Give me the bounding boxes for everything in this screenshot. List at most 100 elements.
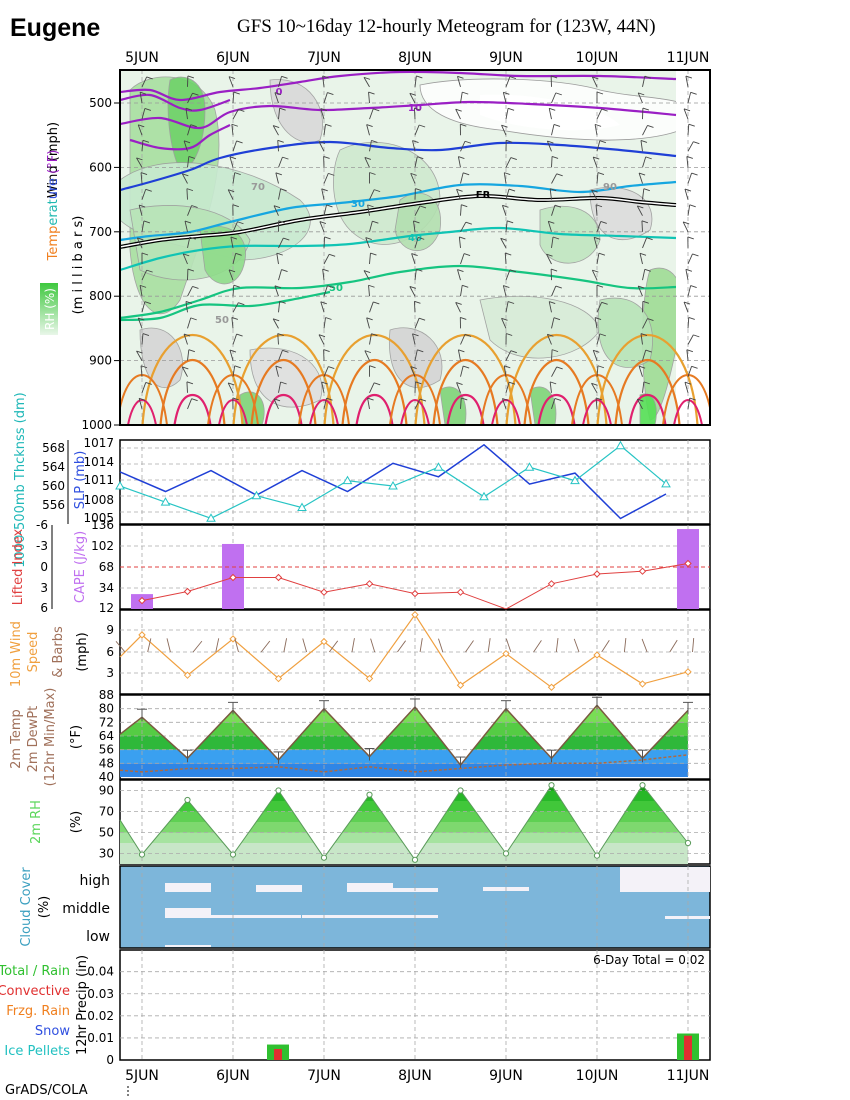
rh-contour xyxy=(199,225,246,285)
wind-barb xyxy=(412,140,416,152)
wind-barb xyxy=(642,381,645,393)
wind-barb xyxy=(464,334,472,337)
convective-bar xyxy=(684,1035,692,1060)
rh2m-unit: (%) xyxy=(69,811,84,834)
wind-barb xyxy=(594,317,602,320)
wind-barb xyxy=(551,317,555,329)
wind-barb xyxy=(503,172,507,184)
contour-label: 90 xyxy=(603,182,617,193)
wind-speed-point xyxy=(229,635,237,643)
wind-barb xyxy=(456,382,461,393)
rh2m-label: 2m RH xyxy=(29,800,44,844)
cloud-block xyxy=(665,916,710,919)
wind-barb xyxy=(593,349,600,353)
wind-barb xyxy=(277,333,284,336)
wind-barb xyxy=(502,398,509,401)
wind-barb xyxy=(325,317,332,320)
wind-barb xyxy=(136,157,143,161)
wind-barb xyxy=(623,638,627,653)
wind-barb xyxy=(278,188,282,200)
tick-label: 0.01 xyxy=(87,1031,114,1045)
cloud-block xyxy=(347,883,393,892)
wind-barb xyxy=(591,189,598,193)
wind-barb xyxy=(192,640,203,653)
wind-barb xyxy=(502,92,507,104)
wind-barb xyxy=(551,205,556,216)
wind-barb xyxy=(684,188,692,192)
wind-barb xyxy=(278,350,283,361)
wind-barb xyxy=(509,269,517,273)
lifted-index-point xyxy=(684,559,692,568)
cloud-block xyxy=(165,883,211,892)
wind-barb xyxy=(184,220,188,232)
tick-label: 500 xyxy=(89,96,112,110)
isotherm-line xyxy=(446,393,485,425)
wind-barb xyxy=(642,125,648,136)
wind-barb xyxy=(369,189,375,200)
temperature-label-part: Temp xyxy=(46,226,61,262)
wind-barb xyxy=(546,334,552,345)
wind-barb xyxy=(144,301,151,305)
wind-barbs-label: & Barbs xyxy=(51,626,66,678)
wind-barb xyxy=(551,236,554,248)
thickness-point xyxy=(115,481,125,490)
wind-barb xyxy=(141,382,147,393)
wind-barb xyxy=(231,123,238,127)
wind-barb xyxy=(595,204,603,208)
wind-barb xyxy=(505,220,508,232)
wind-barb xyxy=(351,638,355,653)
rh-point xyxy=(184,796,191,804)
contour-label: 40 xyxy=(408,233,422,244)
wind-barb xyxy=(636,205,643,216)
wind-barb xyxy=(277,140,279,152)
wind-barb xyxy=(366,124,370,136)
wind-barb xyxy=(549,301,556,304)
temp-band xyxy=(120,749,688,764)
wind-barb xyxy=(373,108,380,112)
wind-barb xyxy=(684,382,689,393)
wind-barb xyxy=(373,301,380,305)
wind-barb xyxy=(231,317,234,329)
wind-barb xyxy=(186,188,188,200)
wind-barb xyxy=(414,237,419,249)
wind-barb xyxy=(500,237,507,241)
wind-barb xyxy=(136,237,143,249)
wind-barb xyxy=(115,640,126,653)
wind-barb xyxy=(460,334,466,345)
wind-barb xyxy=(323,366,329,377)
wind-barb xyxy=(166,638,171,653)
wind-barb xyxy=(320,108,327,112)
isotherm-line xyxy=(159,358,226,425)
isotherm-line xyxy=(523,358,590,425)
wind-barb xyxy=(642,156,647,168)
cloud-block xyxy=(256,885,302,892)
wind-barb xyxy=(371,333,378,337)
wind-barb xyxy=(187,398,193,410)
wind-barb xyxy=(549,188,552,200)
wind-speed-point xyxy=(593,651,601,659)
lifted-index-point xyxy=(365,580,374,588)
wind-barb xyxy=(146,269,153,273)
thickness-point xyxy=(570,475,580,485)
wind-barb xyxy=(273,318,280,322)
wind-barb xyxy=(506,333,513,336)
wind-barb xyxy=(282,156,289,160)
wind-barb xyxy=(413,301,416,313)
tick-label: 72 xyxy=(99,715,114,729)
wind-barb xyxy=(328,366,335,370)
tick-label: 1011 xyxy=(83,473,114,487)
wind-barb xyxy=(364,350,371,354)
wind-barb xyxy=(318,141,326,144)
tick-label: 6 xyxy=(106,645,114,659)
tick-label: 900 xyxy=(89,354,112,368)
wind-barb xyxy=(323,92,328,104)
wind-barb xyxy=(687,285,692,297)
cloud-block xyxy=(165,908,211,918)
wind-barb xyxy=(278,156,283,168)
wind-barb xyxy=(547,333,554,337)
isotherm-line xyxy=(298,373,350,425)
wind-speed-point xyxy=(320,637,328,646)
wind-barb xyxy=(367,204,374,208)
wind-barb xyxy=(505,382,510,393)
wind-barb xyxy=(457,269,464,272)
